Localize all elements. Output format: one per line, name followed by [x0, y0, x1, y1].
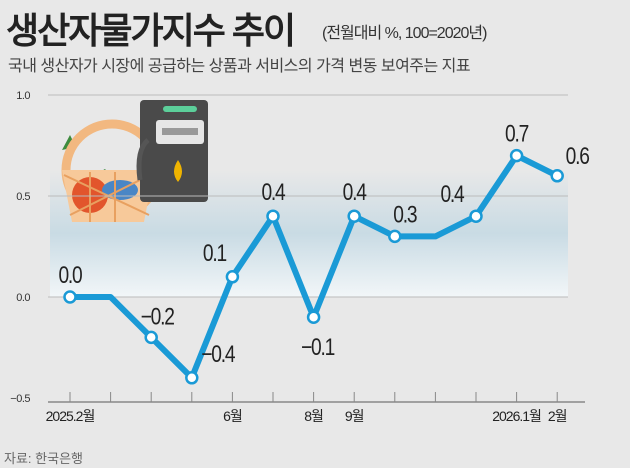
data-label: 0.0	[58, 261, 82, 289]
source-note: 자료: 한국은행	[4, 451, 83, 466]
data-point	[347, 209, 361, 223]
data-label: −0.4	[201, 340, 235, 368]
x-tick-label: 9월	[345, 408, 364, 424]
data-label: 0.6	[566, 142, 590, 170]
data-point	[509, 148, 524, 163]
data-point	[144, 330, 158, 345]
data-point	[306, 310, 321, 324]
data-label: 0.4	[343, 178, 367, 206]
data-label: 0.4	[261, 178, 285, 206]
data-label: 0.3	[393, 200, 417, 228]
x-tick-label: 2026.1월	[492, 408, 541, 424]
data-label: −0.1	[301, 333, 335, 361]
x-tick-label: 2025.2월	[46, 408, 95, 424]
data-label: −0.2	[141, 302, 174, 330]
data-point	[550, 169, 564, 183]
y-tick-label: 0.5	[16, 191, 30, 203]
x-tick-label: 6월	[223, 408, 242, 424]
x-tick-label: 2월	[548, 408, 567, 424]
data-point	[469, 209, 483, 223]
data-point	[63, 290, 77, 304]
chart-title: 생산자물가지수 추이	[6, 10, 296, 51]
y-tick-label: 1.0	[16, 90, 30, 102]
data-label: 0.7	[505, 120, 528, 148]
x-tick-label: 8월	[304, 408, 323, 424]
y-tick-label: −0.5	[10, 393, 30, 405]
data-point	[266, 209, 280, 223]
y-tick-label: 0.0	[16, 292, 30, 304]
data-label: 0.4	[440, 180, 464, 208]
data-point	[185, 371, 199, 385]
chart-subtitle: 국내 생산자가 시장에 공급하는 상품과 서비스의 가격 변동 보여주는 지표	[8, 58, 471, 75]
data-point	[388, 229, 402, 244]
data-point	[225, 270, 240, 284]
illustration-fuel-pump-icon	[136, 100, 208, 202]
data-label: 0.1	[203, 239, 227, 267]
chart-unit: (전월대비 %, 100=2020년)	[322, 25, 487, 42]
